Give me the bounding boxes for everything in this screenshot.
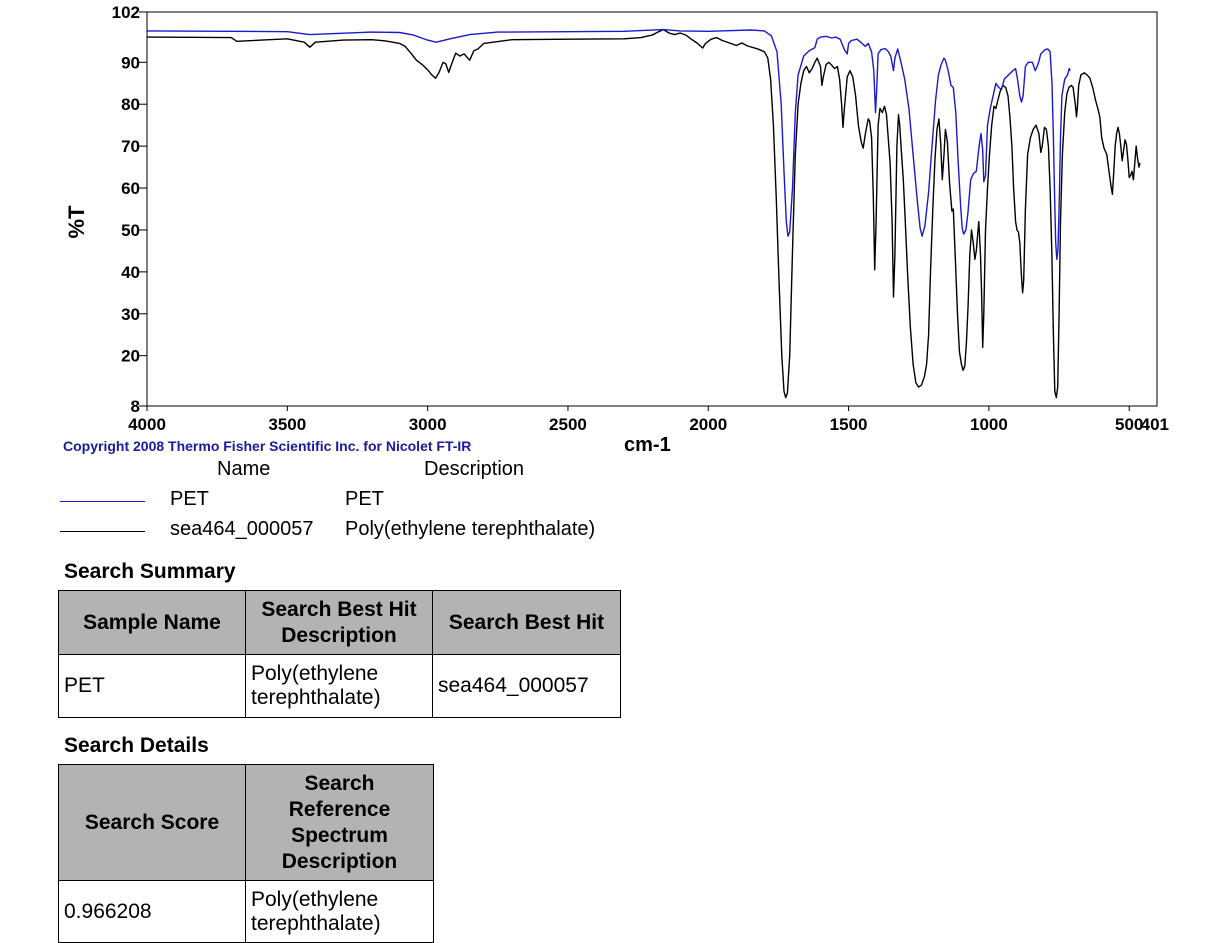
search-details-table: Search Score Search Reference Spectrum D… [58,764,434,943]
x-tick-label: 4000 [128,415,166,432]
table-row: PET Poly(ethylene terephthalate) sea464_… [58,654,621,718]
cell-search-score: 0.966208 [58,880,246,943]
cell-sample-name: PET [58,654,246,718]
legend-name-reference: sea464_000057 [170,518,314,540]
ir-spectrum-chart: 102 90 80 70 60 50 40 30 20 8 4000 3500 3000 2500 200… [64,3,1169,432]
series-line-1 [146,28,1141,399]
header-sample-name: Sample Name [58,590,246,655]
y-tick-label: 8 [131,397,140,416]
legend-description-header: Description [424,458,525,480]
plot-frame [146,11,1158,407]
y-axis-ticks: 102 90 80 70 60 50 40 30 20 8 [112,3,147,416]
header-search-score: Search Score [58,764,246,881]
y-axis-label: %T [64,205,89,239]
search-details-title: Search Details [64,734,209,757]
y-tick-label: 40 [121,263,140,282]
header-best-hit-description: Search Best Hit Description [245,590,433,655]
x-tick-label: 1500 [830,415,868,432]
legend-name-pet: PET [170,488,209,510]
cell-best-hit-description: Poly(ethylene terephthalate) [245,654,433,718]
search-summary-title: Search Summary [64,560,236,583]
y-tick-label: 70 [121,137,140,156]
y-tick-label: 80 [121,95,140,114]
legend-description-reference: Poly(ethylene terephthalate) [345,518,596,540]
y-tick-label: 30 [121,305,140,324]
x-tick-label: 2000 [689,415,727,432]
cell-reference-description: Poly(ethylene terephthalate) [245,880,434,943]
search-summary-table: Sample Name Search Best Hit Description … [58,590,621,718]
legend-line-reference [60,531,145,532]
x-tick-label: 2500 [549,415,587,432]
legend-description-pet: PET [345,488,384,510]
y-tick-label: 50 [121,221,140,240]
legend-name-header: Name [217,458,271,480]
x-tick-label: 500 [1115,415,1143,432]
x-tick-label: 1000 [970,415,1008,432]
series-line-0 [146,28,1071,260]
table-header-row: Sample Name Search Best Hit Description … [58,590,621,655]
x-tick-label: 3500 [268,415,306,432]
legend-line-pet [60,501,145,502]
y-tick-label: 90 [121,53,140,72]
x-tick-label: 3000 [409,415,447,432]
header-best-hit: Search Best Hit [432,590,621,655]
table-row: 0.966208 Poly(ethylene terephthalate) [58,880,434,943]
y-tick-label: 20 [121,347,140,366]
x-axis-end-label: 401 [1141,415,1169,432]
y-tick-label: 102 [112,3,140,22]
cell-best-hit: sea464_000057 [432,654,621,718]
header-reference-description: Search Reference Spectrum Description [245,764,434,881]
series-layer [146,28,1141,399]
copyright-notice: Copyright 2008 Thermo Fisher Scientific … [63,438,472,454]
x-axis-label: cm-1 [624,434,671,456]
table-header-row: Search Score Search Reference Spectrum D… [58,764,434,881]
y-tick-label: 60 [121,179,140,198]
